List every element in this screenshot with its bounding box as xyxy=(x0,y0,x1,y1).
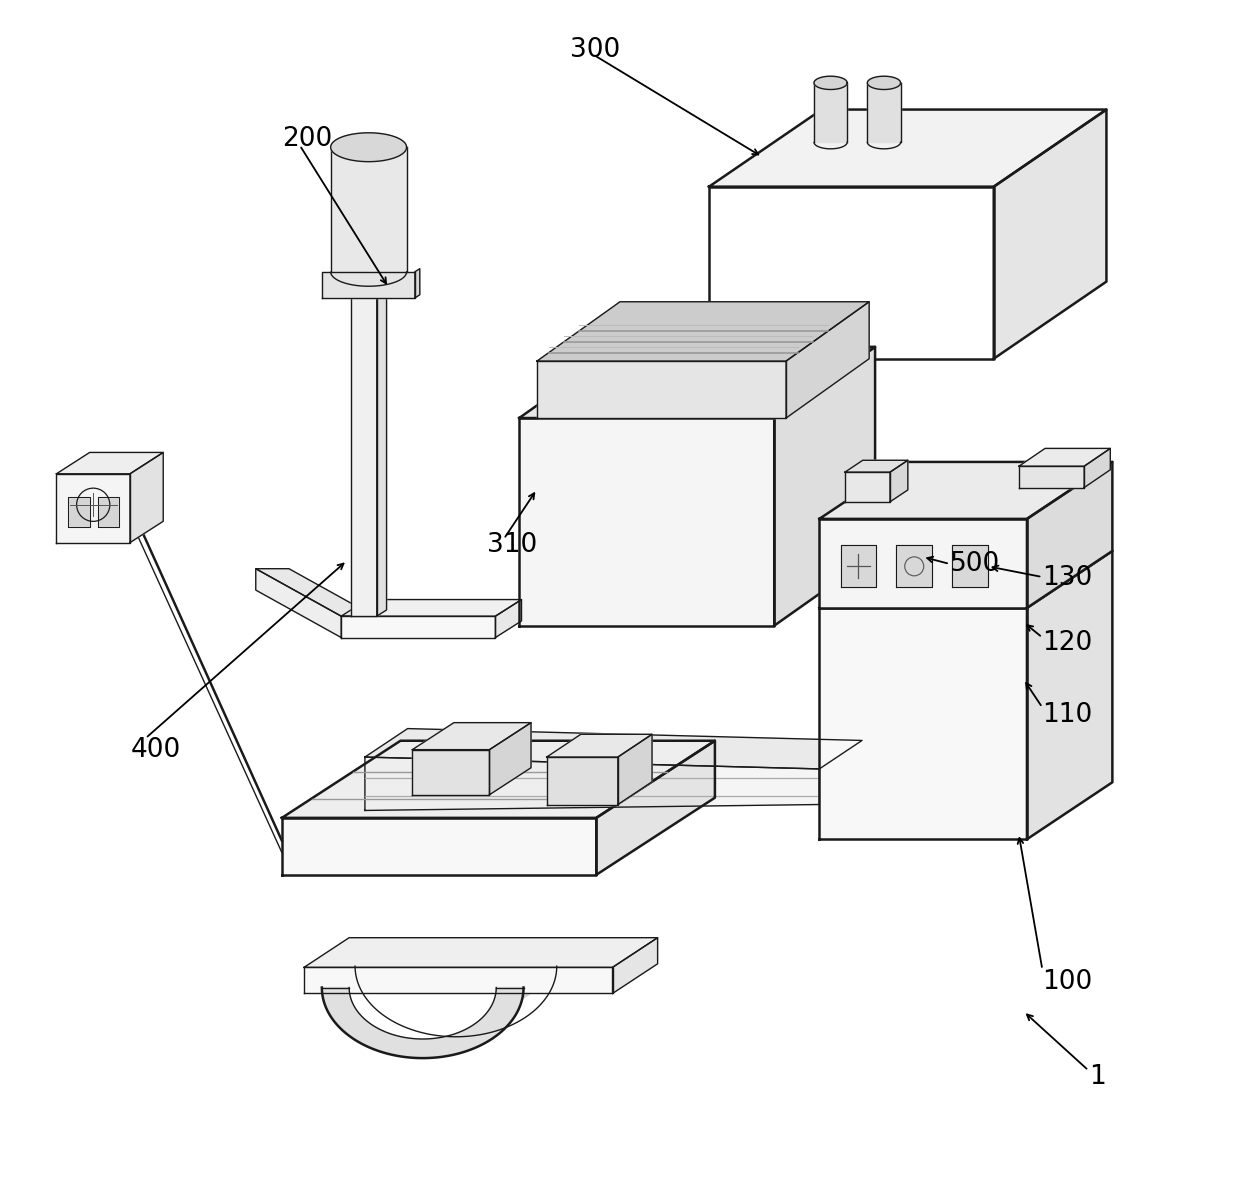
Polygon shape xyxy=(304,938,657,968)
Polygon shape xyxy=(867,83,900,142)
Polygon shape xyxy=(820,462,1112,519)
Polygon shape xyxy=(952,545,988,586)
Polygon shape xyxy=(1084,448,1110,488)
Polygon shape xyxy=(868,76,900,89)
Text: 400: 400 xyxy=(131,737,181,763)
Polygon shape xyxy=(331,132,407,162)
Polygon shape xyxy=(820,608,1027,839)
Polygon shape xyxy=(897,545,932,586)
Polygon shape xyxy=(281,818,596,875)
Polygon shape xyxy=(993,110,1106,359)
Text: 120: 120 xyxy=(1043,631,1092,657)
Text: 100: 100 xyxy=(1043,969,1092,994)
Polygon shape xyxy=(522,967,557,999)
Text: 200: 200 xyxy=(281,126,332,153)
Polygon shape xyxy=(841,545,877,586)
Polygon shape xyxy=(520,418,774,626)
Polygon shape xyxy=(68,497,89,528)
Polygon shape xyxy=(890,460,908,502)
Polygon shape xyxy=(351,278,377,616)
Polygon shape xyxy=(709,187,993,359)
Text: 500: 500 xyxy=(950,551,1001,577)
Polygon shape xyxy=(341,600,522,616)
Polygon shape xyxy=(1019,466,1084,488)
Text: 300: 300 xyxy=(570,37,620,63)
Polygon shape xyxy=(365,728,862,769)
Polygon shape xyxy=(415,268,420,298)
Polygon shape xyxy=(537,361,786,418)
Polygon shape xyxy=(1019,448,1110,466)
Polygon shape xyxy=(255,569,341,638)
Polygon shape xyxy=(844,460,908,472)
Polygon shape xyxy=(1027,462,1112,608)
Polygon shape xyxy=(709,110,1106,187)
Polygon shape xyxy=(496,600,522,638)
Polygon shape xyxy=(341,616,496,638)
Polygon shape xyxy=(596,740,715,875)
Polygon shape xyxy=(537,302,869,361)
Polygon shape xyxy=(130,453,164,542)
Polygon shape xyxy=(820,551,1112,608)
Polygon shape xyxy=(57,473,130,542)
Polygon shape xyxy=(351,272,387,278)
Polygon shape xyxy=(774,347,875,626)
Polygon shape xyxy=(377,272,387,616)
Polygon shape xyxy=(322,967,356,999)
Polygon shape xyxy=(255,569,374,616)
Polygon shape xyxy=(813,76,847,89)
Text: 110: 110 xyxy=(1043,702,1092,727)
Polygon shape xyxy=(786,302,869,418)
Polygon shape xyxy=(520,347,875,418)
Polygon shape xyxy=(820,519,1027,608)
Polygon shape xyxy=(413,722,531,750)
Polygon shape xyxy=(413,750,490,795)
Polygon shape xyxy=(281,740,715,818)
Polygon shape xyxy=(322,272,415,298)
Polygon shape xyxy=(490,722,531,795)
Polygon shape xyxy=(322,987,523,1058)
Polygon shape xyxy=(98,497,119,528)
Polygon shape xyxy=(331,148,407,272)
Polygon shape xyxy=(365,757,820,811)
Text: 310: 310 xyxy=(487,532,537,558)
Text: 130: 130 xyxy=(1043,565,1092,591)
Polygon shape xyxy=(547,757,618,805)
Polygon shape xyxy=(618,734,652,805)
Polygon shape xyxy=(813,83,847,142)
Polygon shape xyxy=(613,938,657,993)
Polygon shape xyxy=(844,472,890,502)
Polygon shape xyxy=(1027,551,1112,839)
Text: 1: 1 xyxy=(1089,1063,1105,1089)
Polygon shape xyxy=(304,968,613,993)
Polygon shape xyxy=(57,453,164,473)
Polygon shape xyxy=(547,734,652,757)
